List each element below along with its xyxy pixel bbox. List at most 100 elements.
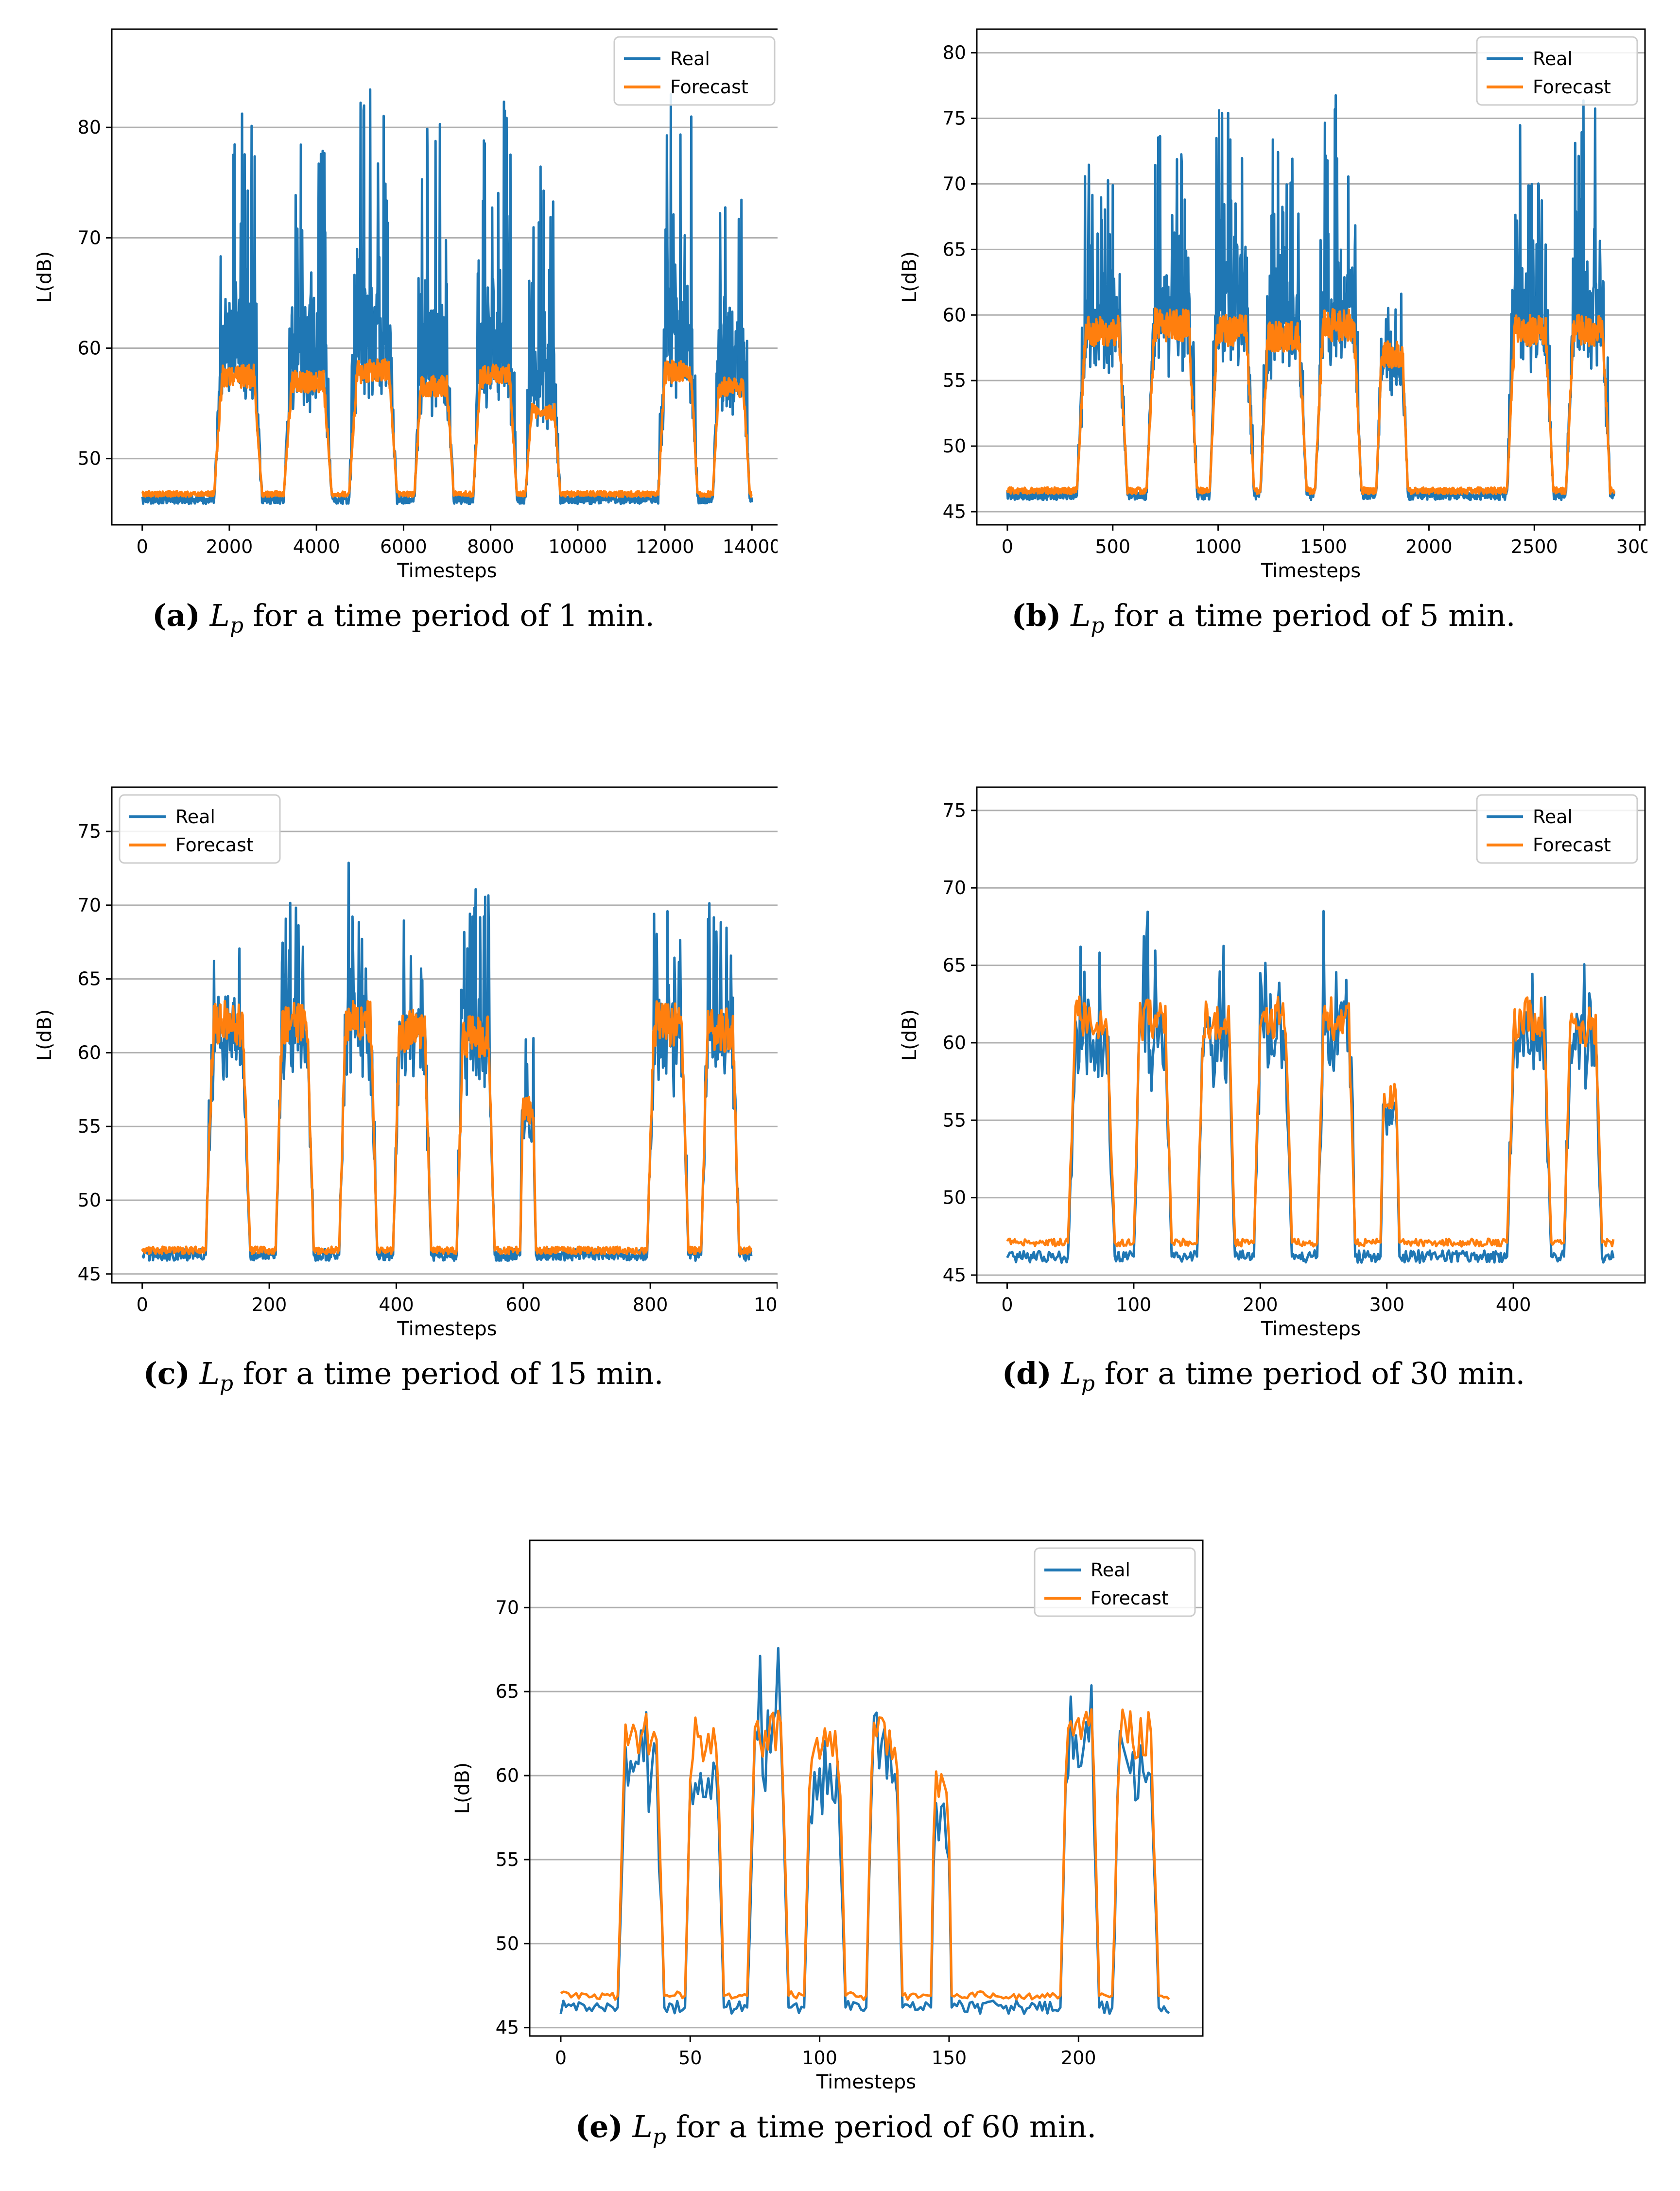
legend-label-real: Real (1533, 48, 1573, 69)
y-tick-label: 75 (78, 821, 101, 842)
legend: Real Forecast (119, 794, 281, 864)
x-tick-label: 2500 (1511, 536, 1558, 557)
y-tick-label: 65 (78, 968, 101, 990)
chart-panel-a: 0 2000 4000 6000 8000 10000 12000 14000 50 60 70 80… (29, 22, 778, 595)
y-tick-label: 75 (943, 107, 966, 129)
x-axis-label: Timesteps (397, 1318, 497, 1340)
axes-frame (976, 786, 1646, 1284)
x-tick-label: 0 (1001, 1294, 1013, 1315)
caption-symbol: L (199, 1356, 220, 1391)
legend-label-real: Real (175, 806, 215, 828)
y-tick-label: 45 (943, 1264, 966, 1286)
x-tick-label: 1000 (754, 1294, 778, 1315)
caption-label: (b) (1011, 598, 1061, 633)
caption-subscript: p (652, 2124, 666, 2149)
axes-frame (529, 1539, 1204, 2037)
y-tick-label: 50 (943, 1187, 966, 1208)
legend-label-real: Real (670, 48, 710, 69)
y-tick-label: 55 (496, 1849, 519, 1870)
legend: Real Forecast (1476, 794, 1638, 864)
y-tick-label: 55 (943, 1109, 966, 1131)
y-tick-label: 55 (943, 370, 966, 391)
x-tick-label: 0 (137, 536, 148, 557)
x-axis-label: Timesteps (1261, 560, 1361, 582)
chart-panel-c: 0 200 400 600 800 1000 45 50 55 60 65 70 75 Timesteps… (29, 780, 778, 1353)
x-tick-label: 6000 (380, 536, 427, 557)
y-tick-label: 65 (943, 955, 966, 976)
x-axis-label: Timesteps (816, 2071, 916, 2093)
caption-symbol: L (1061, 1356, 1081, 1391)
chart-panel-e: 0 50 100 150 200 45 50 55 60 65 70 Timesteps L(dB) Re… (454, 1533, 1217, 2106)
y-tick-label: 80 (943, 42, 966, 64)
x-tick-label: 1000 (1195, 536, 1242, 557)
caption-label: (d) (1002, 1356, 1052, 1391)
y-tick-label: 70 (943, 877, 966, 898)
legend: Real Forecast (1034, 1547, 1196, 1617)
x-tick-label: 2000 (206, 536, 253, 557)
y-tick-label: 80 (78, 117, 101, 138)
legend-label-forecast: Forecast (1533, 76, 1611, 98)
y-axis-label: L(dB) (899, 1009, 921, 1061)
series-line-real (1006, 910, 1615, 1264)
legend-label-forecast: Forecast (670, 76, 748, 98)
caption-label: (a) (152, 598, 200, 633)
y-axis-label: L(dB) (899, 251, 921, 303)
y-axis-label: L(dB) (34, 1009, 56, 1061)
y-tick-label: 45 (943, 501, 966, 522)
y-tick-label: 70 (78, 227, 101, 248)
caption-e: (e) Lp for a time period of 60 min. (454, 2109, 1217, 2149)
y-tick-label: 75 (943, 800, 966, 821)
y-tick-label: 70 (78, 895, 101, 916)
caption-subscript: p (1091, 613, 1105, 638)
x-tick-label: 10000 (548, 536, 607, 557)
y-tick-label: 60 (78, 1042, 101, 1063)
caption-text: for a time period of 60 min. (675, 2109, 1097, 2144)
x-tick-label: 500 (1095, 536, 1131, 557)
x-tick-label: 300 (1369, 1294, 1404, 1315)
x-tick-label: 0 (1002, 536, 1013, 557)
axes-frame (976, 28, 1646, 526)
series-line-forecast (1006, 307, 1615, 496)
y-tick-label: 60 (943, 304, 966, 326)
y-tick-label: 60 (496, 1765, 519, 1786)
chart-svg-c: 0 200 400 600 800 1000 45 50 55 60 65 70 75 Timesteps… (34, 786, 778, 1340)
x-tick-label: 0 (137, 1294, 148, 1315)
series-line-real (559, 1647, 1170, 2015)
chart-panel-d: 0 100 200 300 400 45 50 55 60 65 70 75 Timesteps L(dB… (880, 780, 1647, 1353)
y-axis-label: L(dB) (34, 251, 56, 303)
caption-subscript: p (1081, 1371, 1095, 1396)
y-tick-label: 65 (496, 1681, 519, 1702)
x-tick-label: 4000 (293, 536, 340, 557)
caption-a: (a) Lp for a time period of 1 min. (29, 598, 778, 638)
x-tick-label: 0 (555, 2047, 567, 2069)
caption-symbol: L (209, 598, 230, 633)
caption-text: for a time period of 30 min. (1104, 1356, 1525, 1391)
x-axis-label: Timesteps (1261, 1318, 1361, 1340)
y-tick-label: 50 (78, 448, 101, 469)
chart-panel-b: 0 500 1000 1500 2000 2500 3000 45 50 55 60 65 70 75 80… (880, 22, 1647, 595)
legend: Real Forecast (613, 36, 776, 106)
caption-text: for a time period of 1 min. (253, 598, 655, 633)
y-tick-label: 65 (943, 239, 966, 260)
axes-frame (111, 28, 778, 526)
x-tick-label: 200 (252, 1294, 287, 1315)
y-tick-label: 60 (943, 1032, 966, 1053)
chart-svg-e: 0 50 100 150 200 45 50 55 60 65 70 Timesteps L(dB) Re… (454, 1539, 1204, 2093)
legend-label-real: Real (1533, 806, 1573, 828)
legend-label-real: Real (1091, 1559, 1130, 1581)
series-line-forecast (1006, 995, 1615, 1248)
y-axis-label: L(dB) (454, 1762, 474, 1814)
x-tick-label: 600 (506, 1294, 541, 1315)
legend-label-forecast: Forecast (1533, 834, 1611, 856)
y-tick-label: 50 (943, 435, 966, 457)
caption-b: (b) Lp for a time period of 5 min. (880, 598, 1647, 638)
x-tick-label: 3000 (1616, 536, 1647, 557)
x-tick-label: 1500 (1300, 536, 1347, 557)
y-tick-label: 60 (78, 338, 101, 359)
x-tick-label: 800 (633, 1294, 668, 1315)
caption-subscript: p (229, 613, 243, 638)
chart-svg-a: 0 2000 4000 6000 8000 10000 12000 14000 50 60 70 80… (34, 28, 778, 582)
caption-symbol: L (632, 2109, 653, 2144)
y-tick-label: 45 (78, 1263, 101, 1285)
legend-label-forecast: Forecast (1091, 1587, 1169, 1609)
